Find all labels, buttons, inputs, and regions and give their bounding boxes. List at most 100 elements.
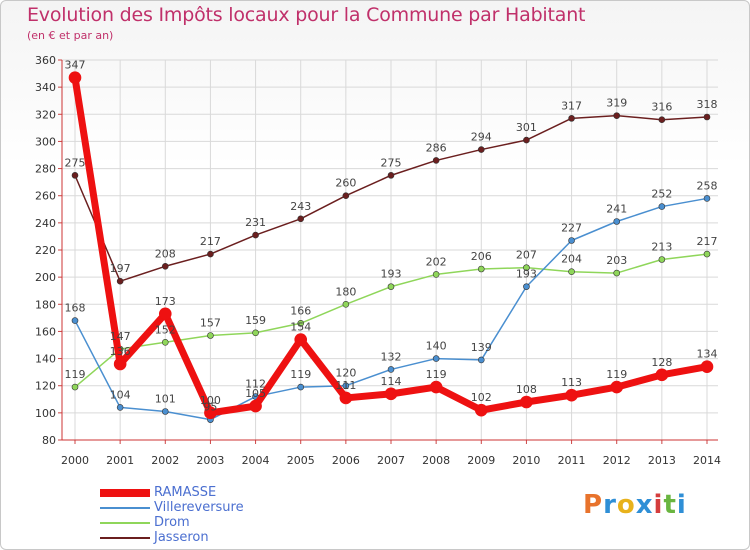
data-label-drom: 203: [606, 254, 627, 267]
y-tick-label: 280: [35, 163, 56, 176]
y-tick-label: 320: [35, 108, 56, 121]
data-label-villereversure: 120: [335, 367, 356, 380]
chart-title: Evolution des Impôts locaux pour la Comm…: [27, 4, 586, 26]
data-point-villereversure: [477, 356, 485, 364]
legend-label: Jasseron: [154, 530, 209, 545]
logo-letter: P: [583, 490, 604, 520]
data-label-drom: 217: [697, 235, 718, 248]
data-label-drom: 157: [200, 317, 221, 330]
grid: [62, 59, 718, 441]
data-point-jasseron: [161, 262, 169, 270]
data-label-drom: 152: [155, 323, 176, 336]
y-tick-label: 200: [35, 271, 56, 284]
data-label-ramasse: 105: [245, 387, 266, 400]
data-point-jasseron: [71, 172, 79, 179]
data-label-ramasse: 100: [200, 394, 221, 407]
logo-letter: i: [676, 490, 687, 520]
data-point-ramasse: [249, 399, 262, 413]
data-point-drom: [342, 300, 350, 308]
x-tick-label: 2004: [242, 454, 270, 467]
data-point-villereversure: [613, 218, 621, 225]
data-label-ramasse: 113: [561, 376, 582, 389]
data-label-drom: 204: [561, 253, 582, 266]
x-tick-label: 2002: [151, 454, 179, 467]
y-tick-label: 340: [35, 81, 56, 94]
logo-letter: i: [653, 490, 664, 520]
y-tick-label: 300: [35, 135, 56, 148]
data-label-jasseron: 197: [110, 262, 131, 275]
x-tick-label: 2011: [558, 454, 586, 467]
data-label-drom: 119: [65, 368, 86, 381]
logo-letter: o: [616, 490, 636, 520]
data-label-drom: 147: [110, 330, 131, 343]
data-point-ramasse: [520, 395, 533, 409]
data-point-ramasse: [204, 406, 217, 420]
legend-swatch: [100, 522, 150, 524]
proxiti-logo: Proxiti: [583, 490, 687, 520]
legend-swatch: [100, 507, 150, 509]
data-point-ramasse: [158, 307, 172, 321]
data-point-ramasse: [700, 360, 714, 374]
data-point-drom: [71, 383, 79, 391]
logo-letter: x: [635, 490, 654, 520]
data-point-drom: [658, 256, 666, 263]
data-label-jasseron: 217: [200, 235, 221, 248]
chart-subtitle: (en € et par an): [27, 29, 114, 42]
data-point-ramasse: [474, 403, 488, 417]
data-label-jasseron: 260: [335, 177, 356, 190]
data-point-drom: [523, 264, 530, 271]
data-label-villereversure: 119: [290, 368, 311, 381]
data-point-villereversure: [387, 366, 395, 373]
x-tick-label: 2009: [467, 454, 495, 467]
x-tick-label: 2007: [377, 454, 405, 467]
data-label-jasseron: 243: [290, 200, 311, 213]
data-label-jasseron: 301: [516, 121, 537, 134]
data-point-drom: [161, 338, 169, 346]
y-tick-label: 360: [35, 54, 56, 67]
data-point-jasseron: [432, 157, 440, 164]
x-tick-label: 2008: [422, 454, 450, 467]
data-label-jasseron: 231: [245, 216, 266, 229]
data-point-villereversure: [568, 237, 575, 244]
data-label-ramasse: 111: [335, 379, 356, 392]
data-label-ramasse: 173: [155, 295, 176, 308]
data-point-drom: [387, 283, 395, 290]
x-tick-label: 2010: [512, 454, 540, 467]
data-label-ramasse: 134: [697, 348, 718, 361]
legend-label: Drom: [154, 515, 190, 530]
data-label-ramasse: 128: [651, 356, 672, 369]
data-label-jasseron: 319: [606, 97, 627, 110]
data-point-villereversure: [658, 203, 666, 210]
data-point-villereversure: [161, 408, 169, 415]
legend-item-drom: Drom: [100, 515, 320, 530]
data-label-villereversure: 140: [426, 340, 447, 353]
y-tick-label: 220: [35, 244, 56, 257]
data-label-ramasse: 102: [471, 391, 492, 404]
data-label-jasseron: 275: [65, 156, 86, 169]
data-label-villereversure: 252: [651, 188, 672, 201]
data-label-villereversure: 104: [110, 388, 131, 401]
data-point-jasseron: [387, 172, 395, 179]
y-tick-label: 260: [35, 190, 56, 203]
data-point-drom: [432, 271, 440, 278]
data-point-jasseron: [477, 146, 485, 153]
data-label-villereversure: 112: [245, 378, 266, 391]
data-label-drom: 193: [381, 268, 402, 281]
data-point-ramasse: [384, 387, 398, 401]
data-label-villereversure: 241: [606, 203, 627, 216]
y-tick-label: 80: [42, 434, 56, 447]
data-point-ramasse: [68, 71, 82, 84]
data-label-jasseron: 275: [381, 156, 402, 169]
data-label-villereversure: 139: [471, 341, 492, 354]
data-label-drom: 206: [471, 250, 492, 263]
data-point-drom: [568, 268, 575, 276]
data-point-jasseron: [207, 250, 214, 258]
data-point-villereversure: [342, 382, 350, 390]
data-point-jasseron: [613, 112, 621, 119]
series-layer: [68, 71, 714, 423]
legend-item-jasseron: Jasseron: [100, 530, 320, 545]
legend-label: RAMASSE: [154, 485, 217, 500]
data-point-drom: [297, 319, 305, 327]
